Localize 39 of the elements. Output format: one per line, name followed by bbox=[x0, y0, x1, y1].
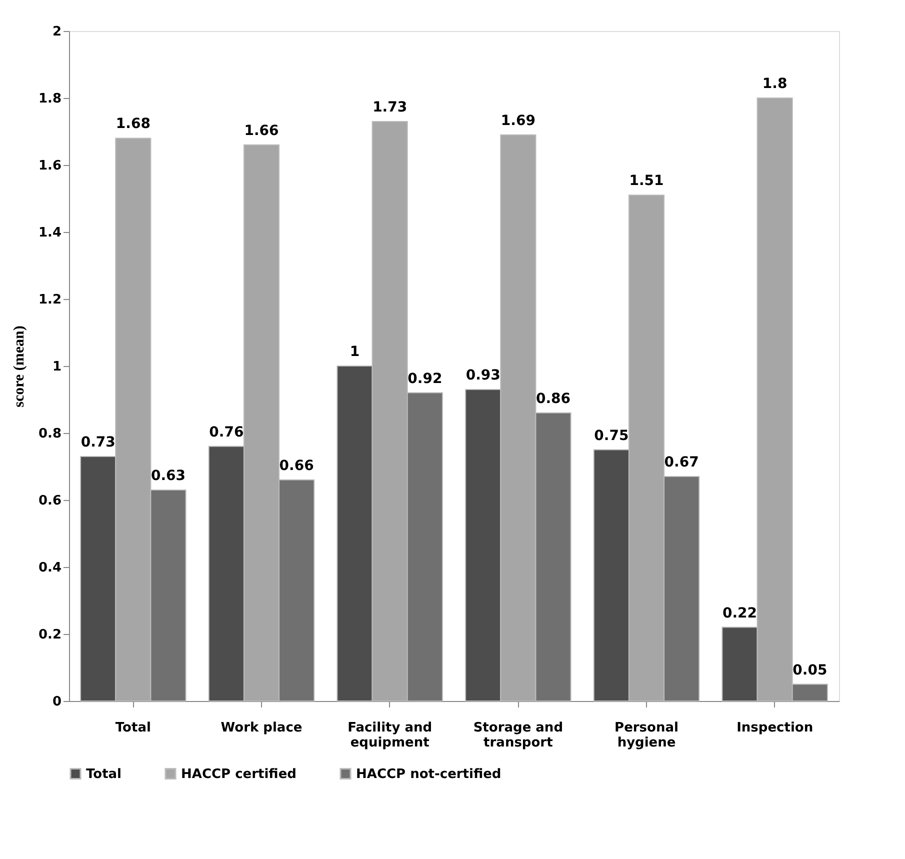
x-tick-label: Personal hygiene bbox=[614, 720, 678, 750]
data-label: 0.93 bbox=[466, 367, 500, 384]
y-tick-label: 0.2 bbox=[38, 628, 62, 642]
x-tick-label: Work place bbox=[220, 720, 302, 736]
data-label: 0.86 bbox=[536, 390, 571, 407]
x-tick-label: Storage and transport bbox=[473, 720, 564, 750]
y-tick-label: 1.4 bbox=[38, 226, 62, 240]
y-axis-title: score (mean) bbox=[11, 326, 28, 408]
x-tick-label: Inspection bbox=[736, 720, 814, 736]
y-tick-label: 0.4 bbox=[38, 560, 62, 576]
data-label: 0.66 bbox=[279, 458, 314, 474]
data-label: 0.63 bbox=[150, 468, 186, 484]
data-label: 1.8 bbox=[762, 76, 788, 92]
data-label: 0.22 bbox=[722, 605, 758, 622]
y-tick-label: 1.8 bbox=[38, 92, 62, 106]
x-tick-label: Facility and equipment bbox=[348, 720, 432, 750]
y-tick-label: 0.8 bbox=[38, 426, 62, 442]
y-tick-label: 1 bbox=[52, 360, 62, 374]
data-label: 1.66 bbox=[244, 122, 279, 139]
data-label: 1.51 bbox=[629, 173, 664, 190]
data-label: 0.73 bbox=[80, 434, 116, 450]
data-label: 0.67 bbox=[664, 454, 699, 471]
data-label: 1.68 bbox=[116, 116, 150, 132]
y-tick-label: 0.6 bbox=[38, 494, 62, 508]
x-tick-label: Total bbox=[115, 720, 151, 736]
data-label: 1.73 bbox=[372, 99, 408, 116]
y-tick-label: 1.6 bbox=[38, 158, 62, 174]
data-label: 1 bbox=[350, 344, 360, 360]
legend-label: HACCP not-certified bbox=[356, 766, 502, 782]
y-tick-label: 2 bbox=[52, 24, 62, 40]
data-label: 0.75 bbox=[594, 428, 629, 444]
legend-label: Total bbox=[86, 766, 122, 782]
y-tick-label: 0 bbox=[52, 694, 62, 710]
legend-label: HACCP certified bbox=[181, 766, 296, 782]
data-label: 0.76 bbox=[209, 424, 244, 440]
data-label: 1.69 bbox=[500, 112, 536, 129]
y-tick-label: 1.2 bbox=[38, 292, 62, 308]
data-label: 0.92 bbox=[408, 370, 442, 387]
data-label: 0.05 bbox=[792, 662, 828, 678]
